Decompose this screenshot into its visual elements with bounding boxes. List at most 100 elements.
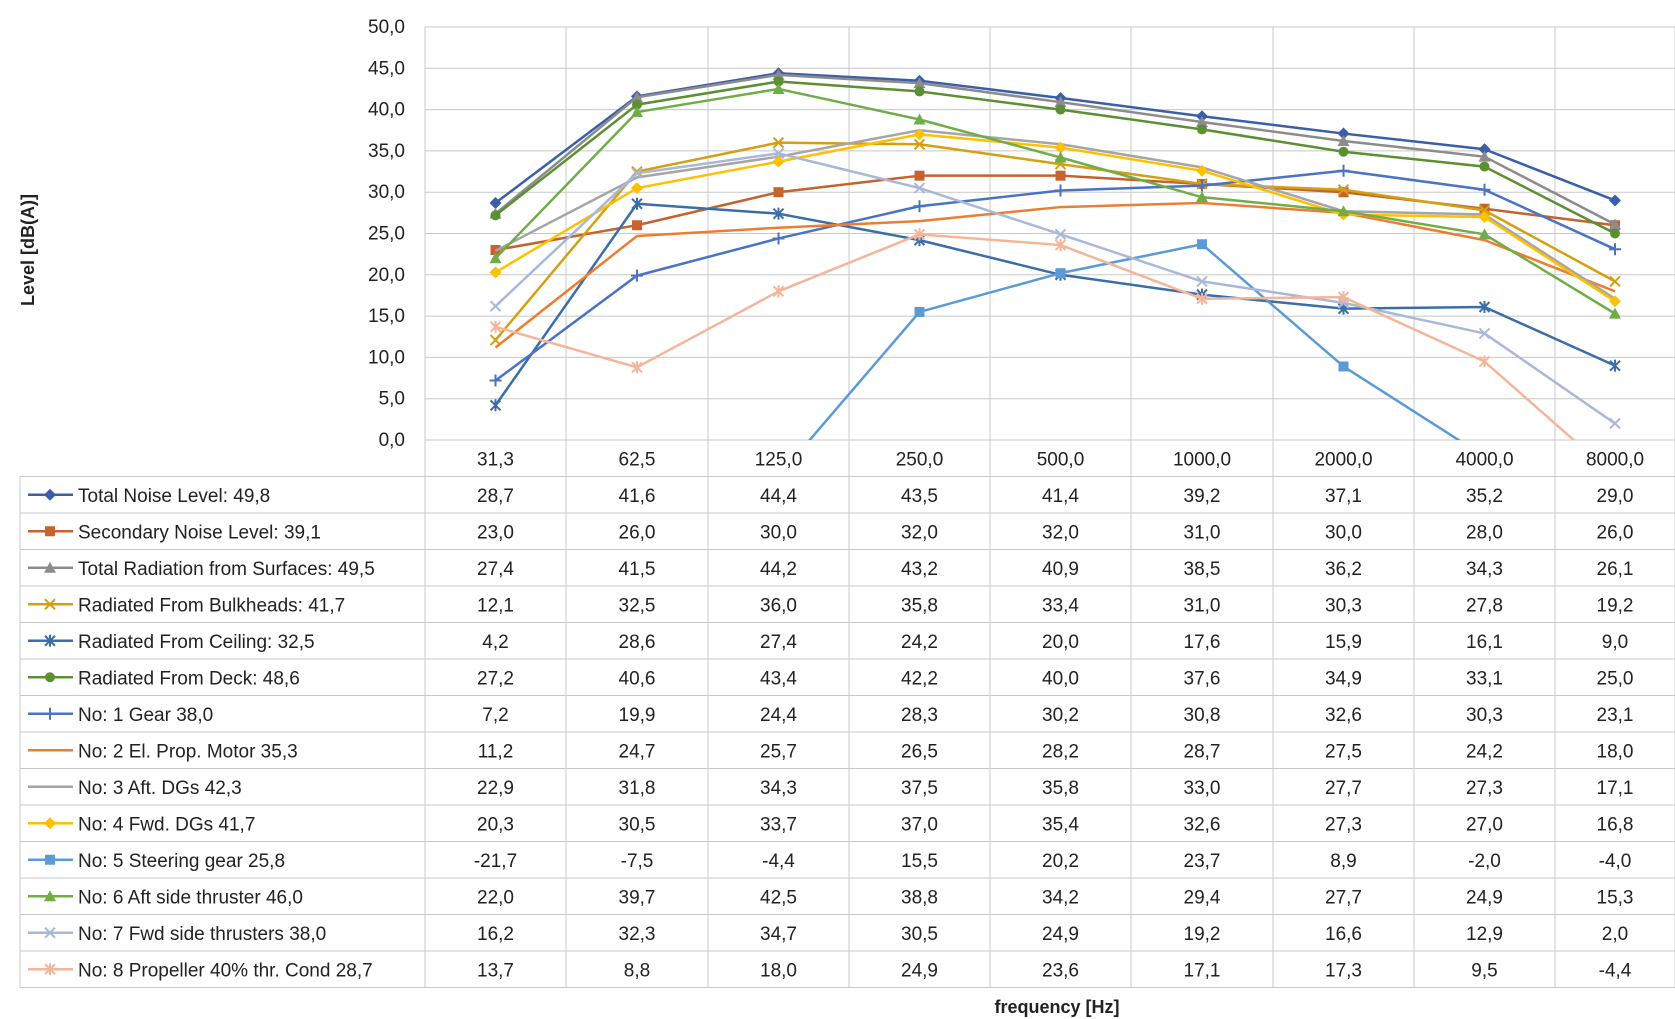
data-point: [631, 197, 643, 210]
table-cell: 37,1: [1325, 486, 1362, 507]
series-line: [494, 80, 1616, 235]
data-point: [631, 91, 643, 103]
table-cell: 42,2: [901, 668, 938, 689]
x-category-label: 1000,0: [1173, 449, 1231, 470]
table-cell: 44,4: [760, 486, 797, 507]
x-category-label: 8000,0: [1586, 449, 1644, 470]
table-row: No: 3 Aft. DGs 42,3 22,9 31,8 34,3 37,5 35,8 3…: [28, 778, 1633, 799]
y-tick-label: 15,0: [368, 306, 405, 327]
data-point: [1054, 96, 1067, 108]
data-point: [913, 113, 926, 125]
data-point: [772, 147, 785, 160]
table-cell: 26,0: [1597, 522, 1634, 543]
data-point: [1609, 194, 1621, 207]
table-cell: 17,1: [1597, 778, 1634, 799]
table-cell: 25,7: [760, 741, 797, 762]
table-row: Radiated From Bulkheads: 41,7 12,1 32,5 36,…: [28, 595, 1633, 616]
table-cell: 32,6: [1325, 705, 1362, 726]
table-cell: 43,4: [760, 668, 797, 689]
data-point: [1609, 275, 1621, 288]
y-tick-label: 35,0: [368, 141, 405, 162]
table-cell: 17,1: [1184, 960, 1221, 981]
data-point: [913, 182, 926, 194]
table-cell: 39,2: [1184, 486, 1221, 507]
table-cell: 24,9: [1042, 924, 1079, 945]
data-point: [489, 266, 502, 279]
data-point: [1055, 268, 1066, 279]
table-cell: 11,2: [478, 741, 514, 762]
table-cell: 15,3: [1597, 887, 1634, 908]
table-cell: 30,5: [901, 924, 938, 945]
data-point: [1196, 191, 1208, 203]
data-point: [1478, 327, 1491, 340]
series-line: [494, 152, 1616, 425]
table-cell: 41,4: [1042, 486, 1079, 507]
table-cell: 43,5: [901, 486, 938, 507]
data-point: [914, 86, 925, 97]
table-cell: 12,9: [1466, 924, 1503, 945]
data-point: [914, 306, 925, 317]
data-point: [44, 927, 56, 939]
data-point: [1196, 164, 1208, 177]
data-point: [913, 200, 926, 213]
table-cell: 35,4: [1042, 814, 1079, 835]
table-cell: 34,2: [1042, 887, 1079, 908]
data-point: [773, 76, 784, 87]
table-cell: 41,6: [619, 486, 656, 507]
table-cell: 34,7: [760, 924, 797, 945]
x-category-label: 62,5: [619, 449, 656, 470]
series-line: [494, 87, 1616, 315]
table-cell: 35,2: [1466, 486, 1503, 507]
table-cell: 23,7: [1184, 851, 1221, 872]
legend-entry: Radiated From Bulkheads: 41,7: [78, 595, 345, 616]
data-point: [773, 187, 784, 198]
data-point: [1478, 183, 1491, 196]
legend-entry: No: 2 El. Prop. Motor 35,3: [78, 741, 298, 762]
y-axis-ticks: 0,0 5,0 10,0 15,0 20,0 25,0 30,0 35,0 40,0 45,0 50…: [368, 17, 405, 451]
table-cell: 2,0: [1602, 924, 1628, 945]
table-cell: 20,0: [1042, 632, 1079, 653]
table-cell: 7,2: [482, 705, 508, 726]
y-tick-label: 40,0: [368, 100, 405, 121]
table-row: No: 1 Gear 38,0 7,2 19,9 24,4 28,3 30,2 30,8 32…: [28, 705, 1633, 726]
table-cell: 23,6: [1042, 960, 1079, 981]
data-point: [1055, 104, 1066, 115]
x-category-label: 4000,0: [1455, 449, 1513, 470]
table-cell: 27,4: [477, 559, 514, 580]
table-cell: 31,0: [1184, 595, 1221, 616]
table-cell: 33,0: [1184, 778, 1221, 799]
table-cell: 28,6: [619, 632, 656, 653]
data-point: [1478, 228, 1491, 240]
table-cell: 33,1: [1466, 668, 1503, 689]
data-point: [632, 99, 642, 110]
series-line-group: [489, 67, 1621, 209]
table-cell: 28,2: [1042, 741, 1079, 762]
table-cell: 27,3: [1466, 778, 1503, 799]
data-point: [1196, 275, 1208, 288]
table-cell: 26,0: [619, 522, 656, 543]
data-point: [44, 963, 56, 976]
data-point: [1337, 164, 1350, 177]
table-cell: 39,7: [619, 887, 656, 908]
data-point: [1197, 124, 1207, 135]
data-point: [772, 232, 785, 245]
data-point: [914, 170, 925, 181]
data-point: [1337, 291, 1350, 304]
data-point: [1054, 184, 1067, 197]
table-cell: -4,0: [1599, 851, 1632, 872]
table-cell: 36,2: [1325, 559, 1362, 580]
table-cell: 33,4: [1042, 595, 1079, 616]
data-point: [44, 890, 56, 902]
table-cell: 27,0: [1466, 814, 1503, 835]
table-cell: 34,3: [760, 778, 797, 799]
table-cell: 42,5: [760, 887, 797, 908]
table-cell: 8,9: [1330, 851, 1356, 872]
table-cell: 20,2: [1042, 851, 1079, 872]
table-cell: 40,9: [1042, 559, 1079, 580]
data-point: [1609, 218, 1621, 230]
data-point: [913, 228, 926, 241]
data-point: [1054, 141, 1067, 154]
table-cell: 33,7: [760, 814, 797, 835]
legend-entry: Total Radiation from Surfaces: 49,5: [78, 559, 375, 580]
table-cell: 28,7: [1184, 741, 1221, 762]
